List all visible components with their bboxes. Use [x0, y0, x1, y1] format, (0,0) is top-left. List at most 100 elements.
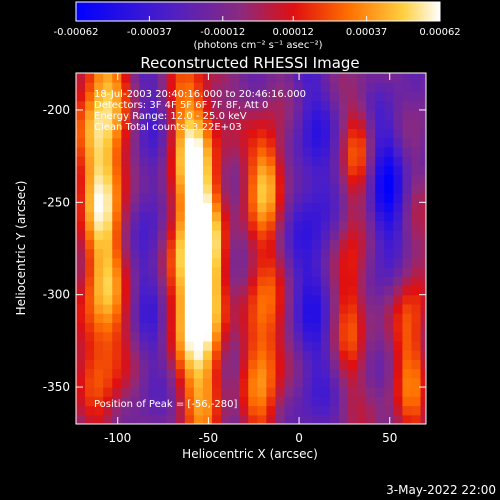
heatmap-cell — [411, 193, 422, 203]
heatmap-cell — [248, 165, 258, 176]
heatmap-cell — [275, 322, 286, 333]
heatmap-cell — [329, 82, 340, 93]
heatmap-cell — [139, 82, 150, 93]
heatmap-cell — [148, 202, 159, 213]
heatmap-cell — [148, 285, 159, 296]
heatmap-cell — [338, 405, 349, 416]
heatmap-cell — [175, 303, 186, 314]
heatmap-cell — [239, 100, 249, 111]
heatmap-cell — [257, 82, 268, 93]
heatmap-cell — [411, 165, 422, 176]
heatmap-cell — [221, 156, 231, 166]
heatmap-cell — [357, 91, 367, 102]
heatmap-cell — [221, 248, 231, 259]
heatmap-cell — [175, 266, 186, 277]
annotation-detectors: Detectors: 3F 4F 5F 6F 7F 8F, Att 0 — [94, 100, 268, 111]
heatmap-cell — [366, 211, 376, 222]
heatmap-cell — [393, 248, 404, 259]
heatmap-cell — [311, 211, 322, 222]
heatmap-cell — [212, 239, 222, 250]
heatmap-cell — [338, 377, 349, 388]
heatmap-cell — [366, 294, 376, 305]
heatmap-cell — [257, 359, 268, 370]
heatmap-cell — [130, 119, 141, 130]
heatmap-cell — [348, 193, 358, 203]
heatmap-cell — [166, 285, 177, 296]
heatmap-cell — [320, 340, 331, 351]
heatmap-cell — [393, 266, 404, 277]
heatmap-cell — [202, 359, 213, 370]
heatmap-cell — [329, 220, 340, 231]
heatmap-cell — [202, 276, 213, 287]
heatmap-cell — [230, 174, 240, 185]
heatmap-cell — [121, 248, 132, 259]
heatmap-cell — [175, 405, 186, 416]
heatmap-cell — [284, 109, 295, 120]
heatmap-cell — [293, 414, 304, 424]
heatmap-cell — [193, 156, 204, 166]
heatmap-cell — [230, 396, 240, 407]
heatmap-cell — [275, 156, 286, 166]
annotation-time-range: 18-Jul-2003 20:40:16.000 to 20:46:16.000 — [94, 89, 306, 100]
heatmap-cell — [239, 285, 249, 296]
heatmap-cell — [320, 387, 331, 397]
heatmap-cell — [212, 414, 222, 424]
heatmap-cell — [275, 146, 286, 157]
heatmap-cell — [357, 322, 367, 333]
colorbar: -0.00062 -0.00037 -0.00012 0.00012 0.00037 0.… — [54, 1, 461, 51]
heatmap-cell — [112, 82, 122, 93]
heatmap-cell — [411, 146, 422, 157]
heatmap-cell — [248, 174, 258, 185]
heatmap-cell — [348, 368, 358, 379]
heatmap-cell — [338, 285, 349, 296]
heatmap-cell — [275, 340, 286, 351]
heatmap-cell — [175, 165, 186, 176]
heatmap-cell — [121, 359, 132, 370]
heatmap-cell — [311, 377, 322, 388]
heatmap-cell — [112, 119, 122, 130]
heatmap-cell — [121, 146, 132, 157]
heatmap-cell — [420, 239, 426, 250]
heatmap-cell — [402, 294, 413, 305]
heatmap-cell — [266, 193, 277, 203]
heatmap-cell — [384, 165, 394, 176]
heatmap-cell — [275, 266, 286, 277]
heatmap-cell — [420, 405, 426, 416]
heatmap-cell — [94, 230, 104, 240]
heatmap-cell — [357, 73, 367, 83]
heatmap-cell — [402, 183, 413, 194]
heatmap-cell — [311, 350, 322, 360]
heatmap-cell — [384, 100, 394, 111]
heatmap-cell — [94, 220, 104, 231]
heatmap-cell — [348, 248, 358, 259]
heatmap-cell — [402, 119, 413, 130]
heatmap-cell — [302, 405, 313, 416]
heatmap-cell — [230, 165, 240, 176]
heatmap-cell — [338, 257, 349, 268]
heatmap-cell — [202, 230, 213, 240]
heatmap-cell — [121, 303, 132, 314]
heatmap-cell — [402, 359, 413, 370]
heatmap-cell — [302, 294, 313, 305]
heatmap-cell — [230, 183, 240, 194]
heatmap-cell — [94, 396, 104, 407]
heatmap-cell — [139, 294, 150, 305]
heatmap-cell — [402, 156, 413, 166]
heatmap-cell — [230, 202, 240, 213]
heatmap-cell — [248, 128, 258, 139]
heatmap-cell — [166, 257, 177, 268]
heatmap-cell — [357, 285, 367, 296]
heatmap-cell — [311, 128, 322, 139]
heatmap-cell — [94, 128, 104, 139]
heatmap-cell — [284, 165, 295, 176]
heatmap-cell — [130, 82, 141, 93]
heatmap-cell — [420, 294, 426, 305]
heatmap-cell — [221, 285, 231, 296]
heatmap-cell — [148, 396, 159, 407]
heatmap-cell — [338, 137, 349, 148]
heatmap-cell — [85, 91, 95, 102]
heatmap-cell — [139, 313, 150, 323]
heatmap-cell — [193, 211, 204, 222]
heatmap-cell — [85, 387, 95, 397]
heatmap-cell — [139, 109, 150, 120]
